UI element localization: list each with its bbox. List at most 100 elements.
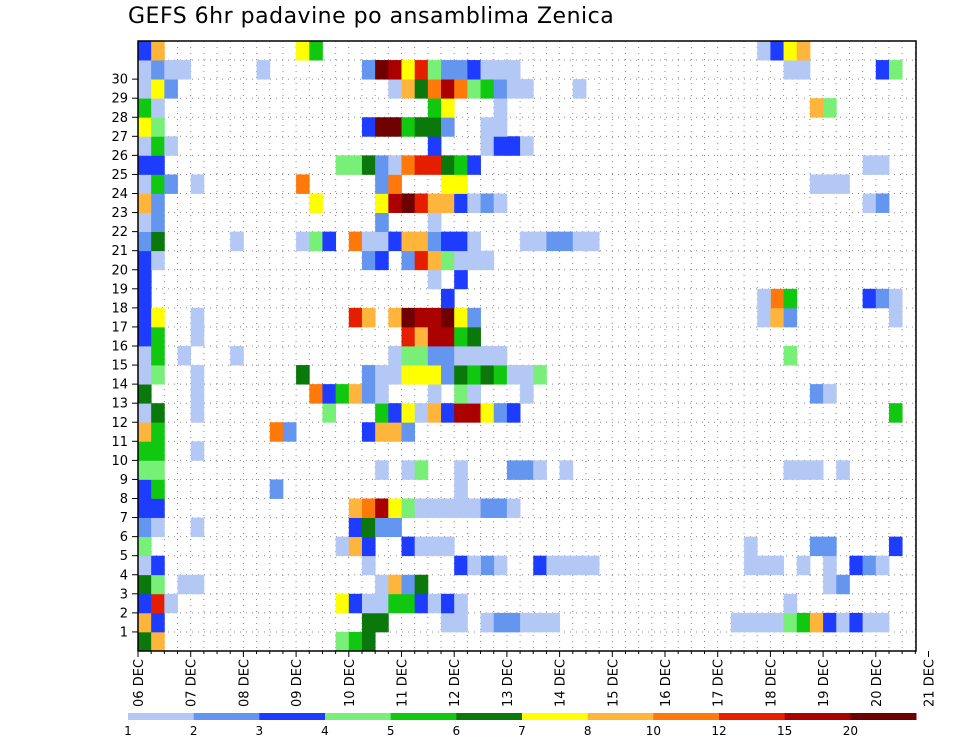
- heatmap-cell: [401, 231, 416, 252]
- heatmap-cell: [546, 612, 560, 633]
- heatmap-cell: [138, 422, 152, 442]
- heatmap-cell: [454, 231, 468, 252]
- heatmap-cell: [164, 60, 178, 80]
- legend-swatch: [259, 713, 326, 720]
- heatmap-cell: [414, 460, 429, 480]
- x-tick-label: 14 DEC: [554, 659, 569, 707]
- y-tick-label: 29: [111, 92, 128, 107]
- heatmap-cell: [572, 231, 587, 252]
- legend-swatch: [653, 713, 720, 720]
- heatmap-cell: [375, 155, 389, 175]
- heatmap-cell: [467, 498, 481, 518]
- heatmap-cell: [388, 593, 402, 614]
- heatmap-cell: [506, 365, 521, 385]
- heatmap-cell: [533, 460, 547, 480]
- heatmap-cell: [441, 174, 455, 194]
- heatmap-cell: [427, 155, 442, 175]
- heatmap-cell: [401, 422, 416, 442]
- heatmap-cell: [309, 384, 323, 404]
- heatmap-cell: [414, 498, 429, 518]
- heatmap-cell: [401, 193, 416, 213]
- heatmap-cell: [375, 460, 389, 480]
- heatmap-cell: [375, 612, 389, 633]
- heatmap-cell: [151, 231, 165, 252]
- heatmap-cell: [441, 60, 455, 80]
- heatmap-cell: [533, 612, 547, 633]
- heatmap-cell: [151, 174, 165, 194]
- y-tick-label: 1: [120, 625, 128, 640]
- heatmap-cell: [375, 193, 389, 213]
- heatmap-cell: [862, 155, 877, 175]
- heatmap-cell: [770, 307, 784, 328]
- heatmap-cell: [467, 193, 481, 213]
- heatmap-cell: [467, 155, 481, 175]
- heatmap-cell: [441, 498, 455, 518]
- heatmap-cell: [823, 174, 837, 194]
- heatmap-cell: [282, 422, 297, 442]
- heatmap-cell: [809, 384, 824, 404]
- heatmap-cell: [506, 612, 521, 633]
- heatmap-cell: [783, 41, 798, 61]
- heatmap-cell: [138, 307, 152, 328]
- x-axis: 06 DEC 07 DEC 08 DEC 09 DEC 10 DEC 11 DEC 12 D…: [132, 651, 938, 707]
- heatmap-cell: [151, 441, 165, 461]
- heatmap-cell: [414, 593, 429, 614]
- legend-label: 5: [387, 724, 395, 738]
- heatmap-cell: [823, 98, 837, 118]
- heatmap-cell: [809, 460, 824, 480]
- heatmap-cell: [441, 155, 455, 175]
- heatmap-cell: [849, 612, 864, 633]
- heatmap-cell: [151, 155, 165, 175]
- heatmap-cell: [862, 555, 877, 576]
- heatmap-cell: [506, 79, 521, 99]
- color-legend: 1 2 3 4 5 6 7 8 10 12 15 20: [124, 713, 917, 738]
- heatmap-cell: [361, 536, 376, 557]
- heatmap-cell: [480, 365, 495, 385]
- heatmap-cell: [875, 60, 890, 80]
- heatmap-cell: [585, 231, 600, 252]
- heatmap-cell: [480, 250, 495, 271]
- heatmap-cell: [335, 631, 350, 652]
- heatmap-cell: [467, 555, 481, 576]
- x-tick-label: 11 DEC: [396, 659, 411, 707]
- heatmap-cell: [467, 365, 481, 385]
- heatmap-cell: [823, 612, 837, 633]
- y-tick-label: 2: [120, 606, 128, 621]
- heatmap-cell: [177, 346, 192, 366]
- heatmap-cell: [230, 346, 244, 366]
- heatmap-cell: [454, 346, 468, 366]
- heatmap-cell: [348, 593, 363, 614]
- heatmap-cell: [467, 403, 481, 423]
- legend-label: 1: [124, 724, 132, 738]
- heatmap-cell: [493, 555, 508, 576]
- heatmap-cell: [823, 574, 837, 595]
- legend-label: 4: [321, 724, 329, 738]
- heatmap-cell: [401, 250, 416, 271]
- heatmap-cell: [322, 403, 337, 423]
- legend-swatch: [128, 713, 195, 720]
- heatmap-cell: [138, 593, 152, 614]
- heatmap-cell: [296, 365, 310, 385]
- heatmap-cell: [348, 155, 363, 175]
- heatmap-cell: [309, 231, 323, 252]
- x-tick-label: 18 DEC: [764, 659, 779, 707]
- heatmap-cell: [348, 307, 363, 328]
- y-tick-label: 24: [111, 187, 128, 202]
- heatmap-cell: [401, 326, 416, 347]
- heatmap-cell: [875, 193, 890, 213]
- heatmap-cell: [414, 117, 429, 137]
- heatmap-cell: [138, 41, 152, 61]
- legend-label: 2: [190, 724, 198, 738]
- heatmap-cell: [454, 460, 468, 480]
- x-tick-label: 08 DEC: [237, 659, 252, 707]
- legend-swatch: [522, 713, 589, 720]
- heatmap-cell: [796, 60, 811, 80]
- heatmap-cell: [454, 365, 468, 385]
- heatmap-cell: [862, 612, 877, 633]
- heatmap-cell: [823, 384, 837, 404]
- heatmap-cell: [809, 536, 824, 557]
- heatmap-cell: [467, 326, 481, 347]
- legend-swatch: [325, 713, 392, 720]
- heatmap-cell: [454, 403, 468, 423]
- legend-label: 8: [584, 724, 592, 738]
